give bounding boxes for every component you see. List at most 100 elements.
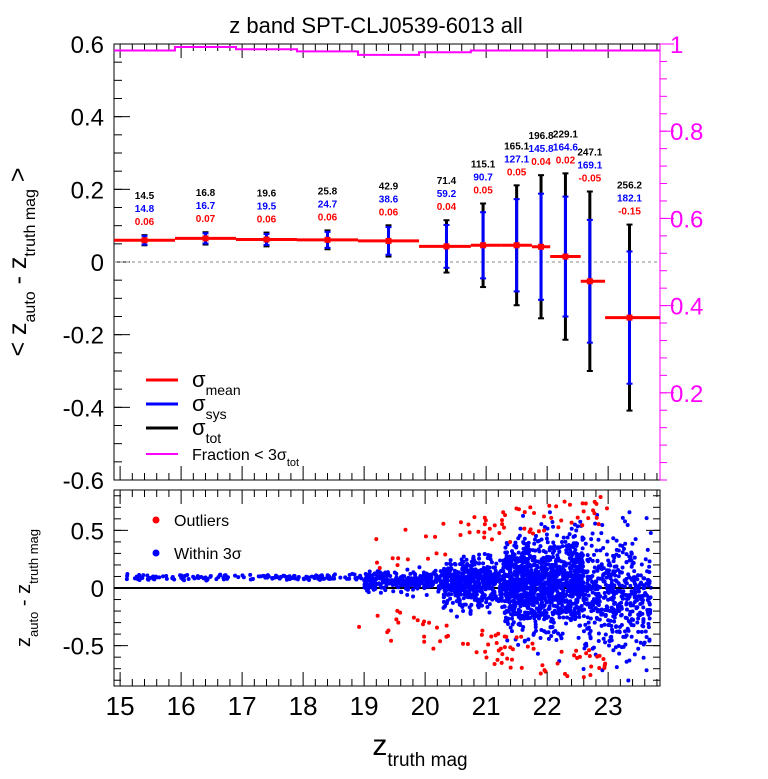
scatter-point-within bbox=[572, 569, 577, 574]
legend-label-fraction: Fraction < 3σtot bbox=[192, 447, 299, 469]
scatter-point-outlier bbox=[476, 529, 481, 534]
scatter-point-within bbox=[511, 577, 516, 582]
scatter-point-within bbox=[444, 561, 449, 566]
scatter-point-within bbox=[537, 594, 542, 599]
scatter-point-within bbox=[523, 601, 528, 606]
scatter-point-within bbox=[411, 570, 416, 575]
scatter-point-within bbox=[569, 566, 574, 571]
scatter-point-within bbox=[602, 622, 607, 627]
scatter-point-within bbox=[327, 577, 332, 582]
scatter-point-within bbox=[632, 569, 637, 574]
label-tot: 14.5 bbox=[135, 191, 155, 202]
scatter-point-within bbox=[635, 598, 640, 603]
scatter-point-within bbox=[560, 544, 565, 549]
scatter-point-within bbox=[621, 644, 626, 649]
scatter-point-within bbox=[529, 570, 534, 575]
scatter-point-within bbox=[550, 568, 555, 573]
scatter-point-within bbox=[146, 577, 151, 582]
scatter-point-within bbox=[582, 584, 587, 589]
bottom-y-axis-label: zauto - ztruth mag bbox=[13, 529, 41, 647]
top-y-tick-label: -0.4 bbox=[63, 395, 104, 422]
scatter-point-within bbox=[306, 575, 311, 580]
scatter-point-within bbox=[602, 590, 607, 595]
top-y-axis-label: < zauto - ztruth mag > bbox=[4, 167, 39, 356]
scatter-point-within bbox=[524, 557, 529, 562]
scatter-point-outlier bbox=[522, 526, 527, 531]
scatter-point-within bbox=[547, 510, 552, 515]
scatter-point-outlier bbox=[540, 663, 545, 668]
scatter-point-outlier bbox=[494, 641, 499, 646]
scatter-point-within bbox=[648, 530, 653, 535]
scatter-point-within bbox=[426, 576, 431, 581]
scatter-point-within bbox=[367, 569, 372, 574]
scatter-point-within bbox=[579, 569, 584, 574]
label-sys: 14.8 bbox=[135, 204, 155, 215]
scatter-point-within bbox=[638, 573, 643, 578]
scatter-point-within bbox=[536, 609, 541, 614]
scatter-point-within bbox=[644, 668, 649, 673]
mean-marker bbox=[538, 243, 545, 250]
scatter-point-within bbox=[483, 569, 488, 574]
scatter-point-within bbox=[521, 560, 526, 565]
scatter-point-within bbox=[641, 655, 646, 660]
scatter-point-within bbox=[476, 580, 481, 585]
scatter-point-outlier bbox=[486, 642, 491, 647]
scatter-point-within bbox=[629, 576, 634, 581]
scatter-point-within bbox=[624, 607, 629, 612]
scatter-point-within bbox=[502, 599, 507, 604]
scatter-point-within bbox=[550, 562, 555, 567]
scatter-point-within bbox=[331, 573, 336, 578]
scatter-point-within bbox=[542, 617, 547, 622]
scatter-point-within bbox=[641, 576, 646, 581]
scatter-point-within bbox=[559, 636, 564, 641]
scatter-point-within bbox=[622, 629, 627, 634]
scatter-point-within bbox=[505, 542, 510, 547]
legend-label-sys: σsys bbox=[192, 391, 227, 422]
scatter-point-within bbox=[641, 583, 646, 588]
scatter-point-within bbox=[553, 629, 558, 634]
scatter-point-within bbox=[563, 539, 568, 544]
scatter-point-within bbox=[422, 576, 427, 581]
scatter-point-within bbox=[647, 596, 652, 601]
scatter-point-within bbox=[583, 592, 588, 597]
scatter-point-outlier bbox=[492, 661, 497, 666]
scatter-point-within bbox=[596, 537, 601, 542]
scatter-point-outlier bbox=[547, 503, 552, 508]
scatter-point-within bbox=[576, 635, 581, 640]
scatter-point-within bbox=[540, 577, 545, 582]
scatter-point-within bbox=[508, 625, 513, 630]
scatter-point-within bbox=[590, 531, 595, 536]
scatter-point-within bbox=[565, 615, 570, 620]
scatter-point-within bbox=[394, 575, 399, 580]
scatter-point-within bbox=[544, 600, 549, 605]
scatter-point-within bbox=[479, 568, 484, 573]
scatter-point-within bbox=[465, 561, 470, 566]
scatter-point-outlier bbox=[443, 552, 448, 557]
label-tot: 19.6 bbox=[257, 189, 277, 200]
scatter-point-within bbox=[504, 554, 509, 559]
scatter-point-within bbox=[410, 587, 415, 592]
scatter-point-within bbox=[391, 589, 396, 594]
scatter-point-within bbox=[218, 572, 223, 577]
scatter-point-within bbox=[539, 628, 544, 633]
scatter-point-within bbox=[551, 620, 556, 625]
label-mean: 0.06 bbox=[135, 217, 155, 228]
data-point: 25.8 24.7 0.06 bbox=[297, 186, 359, 251]
scatter-point-outlier bbox=[467, 530, 472, 535]
scatter-point-within bbox=[199, 575, 204, 580]
scatter-point-within bbox=[448, 568, 453, 573]
scatter-point-within bbox=[454, 586, 459, 591]
scatter-point-within bbox=[400, 574, 405, 579]
scatter-point-outlier bbox=[596, 522, 601, 527]
scatter-point-within bbox=[596, 564, 601, 569]
label-tot: 247.1 bbox=[577, 148, 602, 159]
scatter-point-within bbox=[585, 615, 590, 620]
scatter-point-within bbox=[544, 630, 549, 635]
label-sys: 38.6 bbox=[379, 194, 399, 205]
scatter-point-within bbox=[576, 584, 581, 589]
scatter-point-outlier bbox=[554, 504, 559, 509]
scatter-point-within bbox=[487, 610, 492, 615]
scatter-point-within bbox=[381, 585, 386, 590]
scatter-point-within bbox=[477, 552, 482, 557]
